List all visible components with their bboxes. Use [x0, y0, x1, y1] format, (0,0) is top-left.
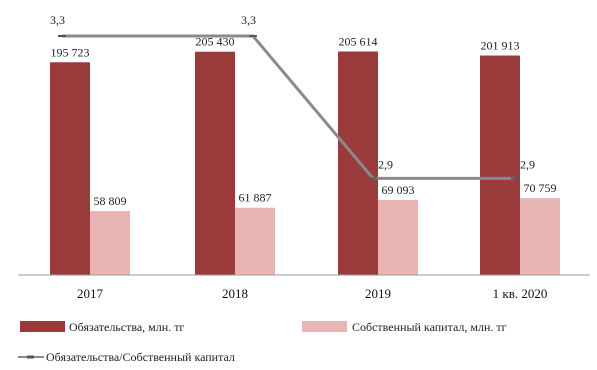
- data-label-equity: 61 887: [239, 191, 272, 205]
- legend-label-equity: Собственный капитал, млн. тг: [352, 320, 507, 334]
- x-tick-label: 2018: [222, 286, 248, 301]
- bar-liabilities: [338, 51, 378, 275]
- bar-liabilities: [480, 55, 520, 276]
- ratio-data-label: 2,9: [520, 157, 535, 171]
- ratio-data-label: 3,3: [50, 13, 65, 27]
- ratio-data-label: 2,9: [378, 157, 393, 171]
- bar-equity: [90, 211, 130, 275]
- data-label-liabilities: 205 430: [196, 35, 235, 49]
- ratio-line-group: 3,3 3,3 2,9 2,9: [50, 13, 535, 180]
- bar-group: 195 723 205 430 205 614 201 913 58 809 61 887…: [50, 35, 560, 276]
- data-label-equity: 58 809: [94, 194, 127, 208]
- legend-swatch-equity: [302, 321, 347, 332]
- data-label-equity: 69 093: [382, 183, 415, 197]
- bar-equity: [378, 199, 418, 275]
- x-axis: 2017 2018 2019 1 кв. 2020: [18, 274, 590, 301]
- x-tick-label: 2017: [77, 286, 104, 301]
- legend-label-liabilities: Обязательства, млн. тг: [69, 320, 184, 334]
- x-tick-label: 1 кв. 2020: [493, 286, 548, 301]
- bar-equity: [235, 207, 275, 275]
- legend-swatch-liabilities: [20, 321, 65, 332]
- ratio-line: [62, 34, 515, 180]
- data-label-liabilities: 195 723: [51, 45, 90, 59]
- legend-label-ratio: Обязательства/Собственный капитал: [46, 350, 235, 364]
- data-label-liabilities: 201 913: [481, 39, 520, 53]
- legend: Обязательства, млн. тг Собственный капита…: [18, 320, 507, 364]
- bar-liabilities: [195, 51, 235, 276]
- ratio-data-label: 3,3: [241, 13, 256, 27]
- data-label-equity: 70 759: [524, 181, 557, 195]
- bar-equity: [520, 198, 560, 275]
- x-tick-label: 2019: [365, 286, 391, 301]
- bar-liabilities: [50, 62, 90, 275]
- data-label-liabilities: 205 614: [339, 35, 378, 49]
